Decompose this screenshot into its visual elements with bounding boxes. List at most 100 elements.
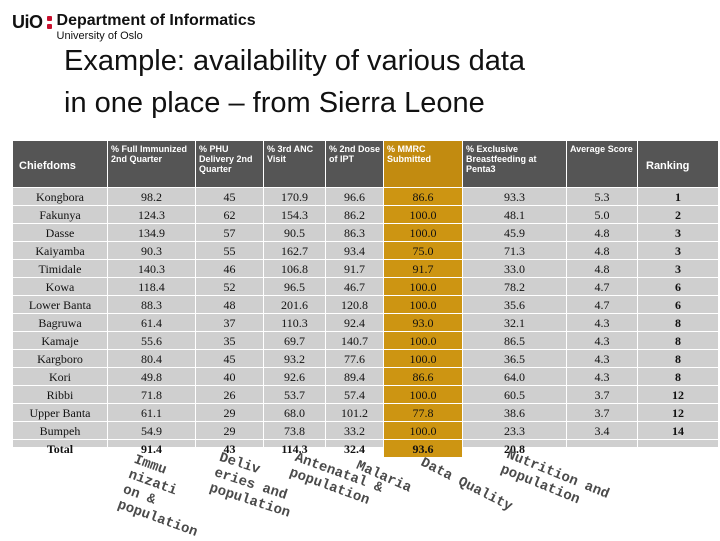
- cell-average-score: 5.3: [566, 187, 638, 206]
- cell-3rd-anc: 170.9: [263, 187, 326, 206]
- cell-mmrc-submitted: 100.0: [383, 331, 463, 350]
- brand-department: Department of Informatics: [56, 12, 256, 29]
- cell-exclusive-breastfeeding: 60.5: [462, 385, 567, 404]
- cell-3rd-anc: 68.0: [263, 403, 326, 422]
- cell-mmrc-submitted: 93.0: [383, 313, 463, 332]
- cell-exclusive-breastfeeding: 36.5: [462, 349, 567, 368]
- cell-3rd-anc: 114.3: [263, 439, 326, 458]
- cell-2nd-dose-ipt: 89.4: [325, 367, 384, 386]
- cell-phu-delivery: 43: [195, 439, 264, 458]
- brand-logo: UiO: [12, 12, 43, 32]
- cell-ranking: 12: [637, 385, 719, 404]
- cell-chiefdom: Timidale: [12, 259, 108, 278]
- cell-3rd-anc: 53.7: [263, 385, 326, 404]
- cell-chiefdom: Bagruwa: [12, 313, 108, 332]
- data-table-container: Chiefdoms % Full Immunized 2nd Quarter %…: [12, 140, 719, 458]
- annotation-immunization: Immu nizati on & population: [115, 452, 216, 541]
- cell-chiefdom: Kaiyamba: [12, 241, 108, 260]
- cell-average-score: 3.4: [566, 421, 638, 440]
- header-exclusive-breastfeeding: % Exclusive Breastfeeding at Penta3: [462, 140, 567, 188]
- cell-full-immunized: 118.4: [107, 277, 196, 296]
- cell-average-score: [566, 439, 638, 458]
- cell-average-score: 4.7: [566, 277, 638, 296]
- table-row: Kargboro 80.4 45 93.2 77.6 100.0 36.5 4.3 8: [12, 349, 719, 368]
- cell-3rd-anc: 154.3: [263, 205, 326, 224]
- cell-3rd-anc: 96.5: [263, 277, 326, 296]
- cell-full-immunized: 124.3: [107, 205, 196, 224]
- cell-2nd-dose-ipt: 120.8: [325, 295, 384, 314]
- cell-average-score: 4.8: [566, 259, 638, 278]
- cell-ranking: 8: [637, 313, 719, 332]
- annotation-data-quality: Data Quality: [418, 455, 515, 515]
- cell-average-score: 4.3: [566, 367, 638, 386]
- cell-average-score: 4.8: [566, 223, 638, 242]
- cell-chiefdom: Kori: [12, 367, 108, 386]
- cell-full-immunized: 90.3: [107, 241, 196, 260]
- cell-2nd-dose-ipt: 86.2: [325, 205, 384, 224]
- cell-phu-delivery: 40: [195, 367, 264, 386]
- table-total-row: Total 91.4 43 114.3 32.4 93.6 20.8: [12, 439, 719, 458]
- cell-mmrc-submitted: 100.0: [383, 295, 463, 314]
- cell-2nd-dose-ipt: 93.4: [325, 241, 384, 260]
- slide-title: Example: availability of various data in…: [64, 40, 704, 124]
- annotation-line: Data Quality: [417, 455, 515, 516]
- cell-2nd-dose-ipt: 91.7: [325, 259, 384, 278]
- cell-2nd-dose-ipt: 96.6: [325, 187, 384, 206]
- cell-exclusive-breastfeeding: 78.2: [462, 277, 567, 296]
- table-row: Kowa 118.4 52 96.5 46.7 100.0 78.2 4.7 6: [12, 277, 719, 296]
- cell-2nd-dose-ipt: 101.2: [325, 403, 384, 422]
- cell-chiefdom: Total: [12, 439, 108, 458]
- cell-phu-delivery: 29: [195, 403, 264, 422]
- header-chiefdoms: Chiefdoms: [12, 140, 108, 188]
- table-row: Kori 49.8 40 92.6 89.4 86.6 64.0 4.3 8: [12, 367, 719, 386]
- table-row: Bumpeh 54.9 29 73.8 33.2 100.0 23.3 3.4 14: [12, 421, 719, 440]
- cell-full-immunized: 61.1: [107, 403, 196, 422]
- table-row: Lower Banta 88.3 48 201.6 120.8 100.0 35.6 4.7 6: [12, 295, 719, 314]
- cell-phu-delivery: 55: [195, 241, 264, 260]
- cell-chiefdom: Bumpeh: [12, 421, 108, 440]
- cell-chiefdom: Kongbora: [12, 187, 108, 206]
- cell-full-immunized: 134.9: [107, 223, 196, 242]
- cell-full-immunized: 88.3: [107, 295, 196, 314]
- cell-full-immunized: 98.2: [107, 187, 196, 206]
- cell-full-immunized: 140.3: [107, 259, 196, 278]
- cell-chiefdom: Lower Banta: [12, 295, 108, 314]
- cell-chiefdom: Kowa: [12, 277, 108, 296]
- annotation-antenatal: Antenatal & population: [287, 450, 385, 512]
- cell-full-immunized: 80.4: [107, 349, 196, 368]
- cell-full-immunized: 55.6: [107, 331, 196, 350]
- cell-full-immunized: 49.8: [107, 367, 196, 386]
- cell-3rd-anc: 201.6: [263, 295, 326, 314]
- table-row: Kongbora 98.2 45 170.9 96.6 86.6 93.3 5.3 1: [12, 187, 719, 206]
- cell-3rd-anc: 69.7: [263, 331, 326, 350]
- brand-header: UiO Department of Informatics University…: [12, 12, 256, 42]
- header-ranking: Ranking: [637, 140, 719, 188]
- cell-ranking: 14: [637, 421, 719, 440]
- table-row: Kaiyamba 90.3 55 162.7 93.4 75.0 71.3 4.8 3: [12, 241, 719, 260]
- header-mmrc-submitted: % MMRC Submitted: [383, 140, 463, 188]
- cell-average-score: 3.7: [566, 403, 638, 422]
- table-row: Fakunya 124.3 62 154.3 86.2 100.0 48.1 5.0 2: [12, 205, 719, 224]
- cell-ranking: 3: [637, 259, 719, 278]
- cell-exclusive-breastfeeding: 32.1: [462, 313, 567, 332]
- cell-exclusive-breastfeeding: 23.3: [462, 421, 567, 440]
- cell-mmrc-submitted: 100.0: [383, 277, 463, 296]
- cell-ranking: 8: [637, 349, 719, 368]
- cell-2nd-dose-ipt: 32.4: [325, 439, 384, 458]
- header-2nd-dose-ipt: % 2nd Dose of IPT: [325, 140, 384, 188]
- cell-mmrc-submitted: 86.6: [383, 187, 463, 206]
- cell-ranking: [637, 439, 719, 458]
- cell-mmrc-submitted: 100.0: [383, 223, 463, 242]
- cell-3rd-anc: 110.3: [263, 313, 326, 332]
- cell-phu-delivery: 45: [195, 349, 264, 368]
- cell-exclusive-breastfeeding: 93.3: [462, 187, 567, 206]
- cell-mmrc-submitted: 100.0: [383, 385, 463, 404]
- cell-2nd-dose-ipt: 92.4: [325, 313, 384, 332]
- cell-phu-delivery: 29: [195, 421, 264, 440]
- cell-exclusive-breastfeeding: 20.8: [462, 439, 567, 458]
- slide-title-line-1: Example: availability of various data: [64, 45, 526, 77]
- cell-mmrc-submitted: 77.8: [383, 403, 463, 422]
- cell-ranking: 8: [637, 367, 719, 386]
- cell-exclusive-breastfeeding: 33.0: [462, 259, 567, 278]
- cell-phu-delivery: 26: [195, 385, 264, 404]
